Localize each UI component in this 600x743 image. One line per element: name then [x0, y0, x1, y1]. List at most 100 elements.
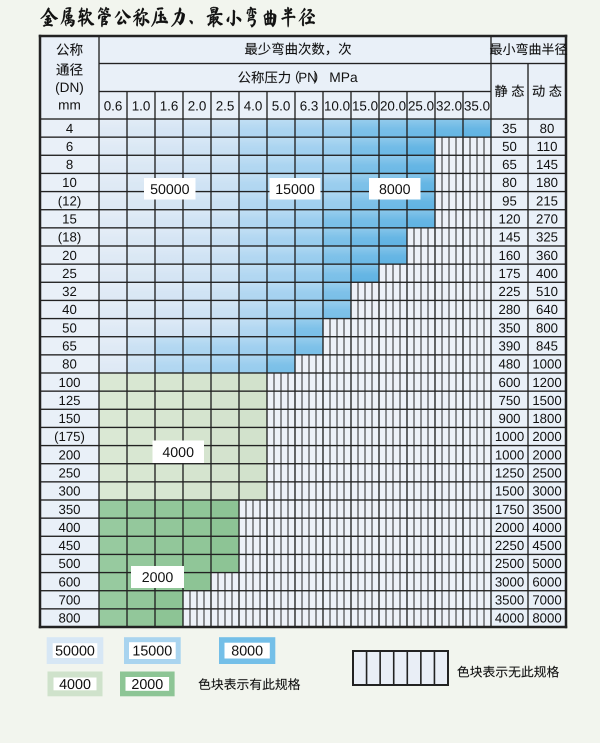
- svg-text:600: 600: [58, 574, 80, 589]
- svg-text:5.0: 5.0: [272, 98, 291, 113]
- svg-text:(DN): (DN): [55, 80, 84, 95]
- svg-text:50: 50: [62, 320, 77, 335]
- svg-text:25: 25: [62, 266, 77, 281]
- svg-text:400: 400: [536, 266, 558, 281]
- svg-text:640: 640: [536, 302, 558, 317]
- svg-text:3000: 3000: [495, 574, 524, 589]
- svg-text:25.0: 25.0: [408, 98, 434, 113]
- svg-text:3500: 3500: [495, 593, 524, 608]
- svg-text:MPa: MPa: [329, 70, 358, 85]
- svg-text:180: 180: [536, 175, 558, 190]
- svg-text:35: 35: [502, 121, 517, 136]
- svg-text:145: 145: [536, 157, 558, 172]
- svg-text:15000: 15000: [275, 182, 315, 198]
- svg-text:10.0: 10.0: [324, 98, 350, 113]
- svg-text:15: 15: [62, 212, 77, 227]
- svg-text:1000: 1000: [495, 429, 524, 444]
- svg-text:2000: 2000: [142, 570, 174, 586]
- svg-text:350: 350: [498, 320, 520, 335]
- svg-text:160: 160: [498, 248, 520, 263]
- svg-text:4.0: 4.0: [244, 98, 263, 113]
- svg-text:225: 225: [498, 284, 520, 299]
- svg-text:3500: 3500: [532, 502, 561, 517]
- svg-text:80: 80: [502, 175, 517, 190]
- svg-text:65: 65: [502, 157, 517, 172]
- svg-text:900: 900: [498, 411, 520, 426]
- svg-text:1.0: 1.0: [132, 98, 151, 113]
- svg-text:6.3: 6.3: [300, 98, 319, 113]
- svg-text:400: 400: [58, 520, 80, 535]
- svg-text:2000: 2000: [532, 447, 561, 462]
- svg-text:1250: 1250: [495, 466, 524, 481]
- svg-text:360: 360: [536, 248, 558, 263]
- svg-text:8: 8: [66, 157, 73, 172]
- svg-text:2.5: 2.5: [216, 98, 235, 113]
- svg-text:32.0: 32.0: [436, 98, 462, 113]
- svg-text:6000: 6000: [532, 574, 561, 589]
- svg-text:2000: 2000: [532, 429, 561, 444]
- svg-text:390: 390: [498, 339, 520, 354]
- svg-text:95: 95: [502, 193, 517, 208]
- svg-text:280: 280: [498, 302, 520, 317]
- svg-text:845: 845: [536, 339, 558, 354]
- svg-text:800: 800: [58, 611, 80, 626]
- svg-text:2.0: 2.0: [188, 98, 207, 113]
- svg-text:80: 80: [540, 121, 555, 136]
- svg-text:125: 125: [58, 393, 80, 408]
- svg-text:250: 250: [58, 466, 80, 481]
- svg-text:0.6: 0.6: [104, 98, 123, 113]
- svg-text:6: 6: [66, 139, 73, 154]
- svg-text:(12): (12): [58, 193, 81, 208]
- svg-text:8000: 8000: [379, 182, 411, 198]
- svg-text:2250: 2250: [495, 538, 524, 553]
- svg-text:1500: 1500: [532, 393, 561, 408]
- svg-text:510: 510: [536, 284, 558, 299]
- svg-text:3000: 3000: [532, 484, 561, 499]
- svg-text:(18): (18): [58, 230, 81, 245]
- svg-text:5000: 5000: [532, 556, 561, 571]
- svg-text:800: 800: [536, 320, 558, 335]
- svg-text:32: 32: [62, 284, 77, 299]
- svg-text:200: 200: [58, 447, 80, 462]
- svg-text:300: 300: [58, 484, 80, 499]
- svg-text:325: 325: [536, 230, 558, 245]
- svg-text:mm: mm: [58, 98, 81, 113]
- svg-text:2000: 2000: [495, 520, 524, 535]
- svg-text:145: 145: [498, 230, 520, 245]
- svg-text:2500: 2500: [495, 556, 524, 571]
- svg-text:20.0: 20.0: [380, 98, 406, 113]
- svg-text:1000: 1000: [495, 447, 524, 462]
- svg-text:7000: 7000: [532, 593, 561, 608]
- svg-text:8000: 8000: [231, 644, 263, 660]
- svg-text:450: 450: [58, 538, 80, 553]
- svg-text:600: 600: [498, 375, 520, 390]
- svg-text:480: 480: [498, 357, 520, 372]
- svg-text:110: 110: [536, 139, 557, 154]
- svg-text:15000: 15000: [132, 644, 172, 660]
- svg-text:35.0: 35.0: [464, 98, 490, 113]
- svg-text:150: 150: [58, 411, 80, 426]
- svg-text:270: 270: [536, 212, 558, 227]
- svg-text:50000: 50000: [55, 644, 95, 660]
- svg-text:350: 350: [58, 502, 80, 517]
- svg-text:40: 40: [62, 302, 77, 317]
- svg-text:2500: 2500: [532, 466, 561, 481]
- svg-text:1750: 1750: [495, 502, 524, 517]
- svg-text:4500: 4500: [532, 538, 561, 553]
- svg-text:120: 120: [498, 212, 520, 227]
- svg-text:500: 500: [58, 556, 80, 571]
- svg-text:700: 700: [58, 593, 80, 608]
- svg-text:80: 80: [62, 357, 77, 372]
- svg-text:65: 65: [62, 339, 77, 354]
- svg-text:4000: 4000: [495, 611, 524, 626]
- svg-text:1000: 1000: [532, 357, 561, 372]
- svg-text:4000: 4000: [532, 520, 561, 535]
- svg-text:8000: 8000: [532, 611, 561, 626]
- svg-text:215: 215: [536, 193, 558, 208]
- svg-text:750: 750: [498, 393, 520, 408]
- svg-text:4000: 4000: [162, 445, 194, 461]
- svg-text:10: 10: [62, 175, 77, 190]
- svg-text:50000: 50000: [150, 182, 190, 198]
- svg-text:175: 175: [498, 266, 520, 281]
- svg-text:4000: 4000: [59, 677, 91, 693]
